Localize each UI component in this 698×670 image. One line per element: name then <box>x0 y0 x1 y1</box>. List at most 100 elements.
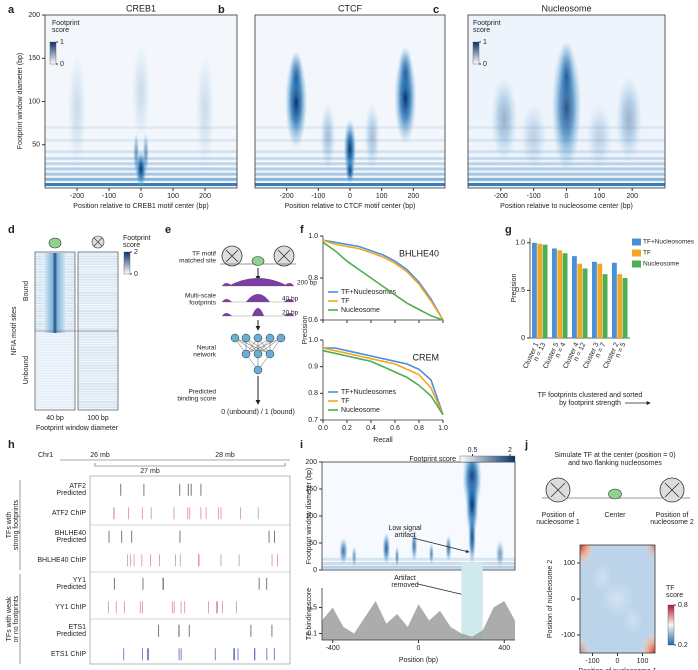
bracket <box>94 463 286 467</box>
heatmap-row <box>35 346 75 349</box>
heatmap-blob <box>410 529 418 562</box>
x-axis-label: Position relative to CTCF motif center (… <box>285 203 416 210</box>
colorbar-label: Footprint <box>473 20 501 27</box>
footprint-peak <box>228 278 288 286</box>
heatmap-blob <box>615 75 643 163</box>
heatmap-blob <box>495 540 505 568</box>
legend-label: TF+Nucleosomes <box>341 389 397 396</box>
y-tick-label: 0.1 <box>307 630 317 637</box>
heatmap-blob <box>394 545 400 568</box>
nn-node <box>230 333 240 343</box>
group-label: TFs with weak <box>6 596 13 641</box>
x-axis-label: by footprint strength <box>559 400 621 407</box>
caption: Simulate TF at the center (position = 0) <box>554 452 675 459</box>
tf-icon <box>608 488 622 500</box>
colorbar-tick-label: 0 <box>134 271 138 278</box>
x-axis-label: TF footprints clustered and sorted <box>538 392 643 399</box>
heatmap-row <box>35 398 75 401</box>
heatmap-row <box>35 406 75 408</box>
heatmap-row <box>35 362 75 364</box>
x-axis-label: Recall <box>373 437 393 444</box>
heatmap-row <box>78 403 118 406</box>
x-tick-label: -100 <box>311 193 325 200</box>
legend-label: Nucleosome <box>643 261 680 268</box>
y-axis-label: Precision <box>302 316 309 345</box>
bar <box>592 261 597 338</box>
heatmap-stripe <box>255 183 445 187</box>
y-tick-label: 1.0 <box>515 240 525 247</box>
step-label: Neural <box>197 345 217 352</box>
legend-swatch <box>632 260 641 268</box>
series-line <box>322 347 444 415</box>
row-label: Bound <box>23 281 30 301</box>
nucleosome-cross <box>225 249 239 263</box>
nn-node <box>253 333 263 343</box>
heatmap-row <box>78 398 118 401</box>
heatmap-row <box>78 372 118 375</box>
heatmap-row <box>78 289 118 291</box>
x-axis-label: Position of nucleosome 1 <box>578 668 656 670</box>
heatmap-row <box>78 279 118 281</box>
heatmap-row <box>78 388 118 390</box>
heatmap-row <box>78 271 118 273</box>
heatmap-row <box>78 315 118 317</box>
track-label: Predicted <box>56 631 86 638</box>
heatmap-stripe <box>322 565 515 569</box>
series-line <box>322 239 444 321</box>
step-label: matched site <box>179 258 216 265</box>
annotation: Low signal <box>388 525 422 532</box>
y-tick-label: 0.8 <box>308 275 318 282</box>
plot-area <box>45 15 237 188</box>
group-label: or no footprints <box>13 595 20 642</box>
colorbar-label: Footprint <box>123 235 151 242</box>
x-tick-label: 0 <box>417 645 421 652</box>
colorbar-label: Footprint <box>52 20 80 27</box>
position-label: 28 mb <box>215 452 235 459</box>
heatmap-blob <box>643 545 655 562</box>
track-label: Predicted <box>56 584 86 591</box>
colorbar-label: score <box>473 27 490 34</box>
y-axis-label: Precision <box>511 274 518 303</box>
heatmap-row <box>78 349 118 351</box>
step-label: TF motif <box>192 251 216 258</box>
heatmap-blob <box>600 581 635 617</box>
highlight-band <box>461 562 483 640</box>
track-label: Predicted <box>56 537 86 544</box>
heatmap-blob <box>142 131 149 176</box>
annotation-arrow <box>412 537 470 553</box>
x-tick-label: 200 <box>199 193 211 200</box>
heatmap-row <box>78 273 118 276</box>
bar <box>597 263 603 338</box>
chromosome-label: Chr1 <box>38 452 53 459</box>
heatmap-row <box>78 255 118 258</box>
heatmap-row <box>35 388 75 390</box>
colorbar <box>667 604 675 646</box>
x-tick-label: 100 <box>637 658 649 665</box>
heatmap-row <box>78 367 118 369</box>
chart-title: Nucleosome <box>541 3 591 13</box>
nucleosome-cross <box>93 237 103 247</box>
heatmap-blob <box>468 510 476 565</box>
heatmap-row <box>78 370 118 372</box>
y-tick-label: 100 <box>305 513 317 520</box>
heatmap-row <box>78 268 118 271</box>
x-axis-label: Position (bp) <box>399 657 438 664</box>
heatmap-row <box>78 307 118 310</box>
x-tick-label: -100 <box>585 658 599 665</box>
heatmap-row <box>78 383 118 385</box>
x-tick-label: -100 <box>102 193 116 200</box>
output-label: 0 (unbound) / 1 (bound) <box>221 409 295 416</box>
heatmap-row <box>78 302 118 304</box>
track-label: BHLHE40 ChIP <box>37 557 86 564</box>
heatmap-row <box>78 351 118 354</box>
nucleosome-cross <box>664 482 680 498</box>
legend-label: TF <box>643 250 651 257</box>
x-tick-label: 0.4 <box>366 425 376 432</box>
colorbar-label: Footprint score <box>409 456 456 463</box>
heatmap-blob <box>580 636 592 653</box>
y-axis-label: NFIA motif sites <box>11 306 18 356</box>
x-tick-label: 100 <box>593 193 605 200</box>
colorbar <box>472 41 480 65</box>
heatmap-row <box>35 403 75 406</box>
column-label: 40 bp <box>46 415 64 422</box>
